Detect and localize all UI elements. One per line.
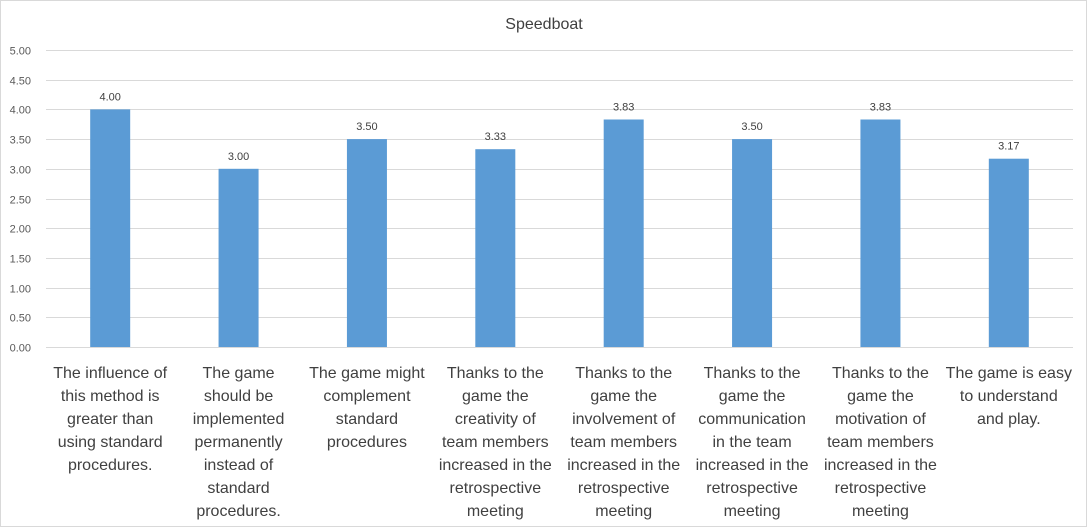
x-category-label: The game should be implemented permanently i… — [193, 365, 285, 520]
y-tick-label: 1.00 — [10, 284, 31, 296]
bar — [218, 168, 259, 347]
x-category-line: game the — [719, 388, 786, 405]
x-category-line: complement — [323, 388, 411, 405]
bar — [988, 158, 1029, 347]
x-category-line: should be — [204, 388, 273, 405]
x-category-line: and play. — [977, 411, 1041, 428]
y-tick-label: 3.00 — [10, 165, 31, 177]
y-tick-label: 1.50 — [10, 254, 31, 266]
x-category-line: Thanks to the — [575, 365, 672, 382]
data-label: 3.33 — [485, 131, 506, 143]
x-category-line: Thanks to the — [447, 365, 544, 382]
x-category-line: to understand — [960, 388, 1058, 405]
bar — [732, 139, 773, 347]
x-category-line: The game is easy — [946, 365, 1072, 382]
x-category-line: Thanks to the — [832, 365, 929, 382]
x-category-line: permanently — [195, 434, 283, 451]
x-category-line: team members — [827, 434, 934, 451]
x-category-line: The influence of — [53, 365, 167, 382]
x-category-line: increased in the — [567, 457, 680, 474]
x-category-line: standard — [207, 480, 269, 497]
y-tick-label: 0.00 — [10, 343, 31, 355]
bar — [90, 109, 131, 348]
x-category-line: The game — [203, 365, 275, 382]
x-category-line: procedures. — [196, 503, 281, 520]
x-category-line: standard — [336, 411, 398, 428]
x-axis-categories: The influence of this method is greater th… — [53, 365, 1072, 520]
y-tick-label: 4.00 — [10, 105, 31, 117]
x-category-line: game the — [462, 388, 529, 405]
data-label: 3.17 — [998, 141, 1019, 153]
bar — [860, 119, 901, 347]
x-category-line: Thanks to the — [704, 365, 801, 382]
bar — [603, 119, 644, 347]
x-category-line: procedures — [327, 434, 407, 451]
x-category-line: creativity of — [455, 411, 536, 428]
x-category-line: motivation of — [835, 411, 926, 428]
data-labels: 4.00 3.00 3.50 3.33 3.83 3.50 3.83 3.17 — [99, 91, 1019, 162]
x-category-line: retrospective — [450, 480, 542, 497]
y-tick-label: 5.00 — [10, 46, 31, 58]
x-category-line: communication — [698, 411, 806, 428]
x-category-line: increased in the — [824, 457, 937, 474]
x-category-line: meeting — [724, 503, 781, 520]
data-label: 3.83 — [613, 101, 634, 113]
x-category-line: team members — [442, 434, 549, 451]
y-axis-ticks: 0.00 0.50 1.00 1.50 2.00 2.50 3.00 3.50 4.00 4.50… — [10, 46, 31, 355]
bars — [90, 109, 1029, 348]
chart-title: Speedboat — [505, 16, 583, 33]
x-category-label: The game might complement standard procedur… — [309, 365, 425, 451]
x-category-line: meeting — [467, 503, 524, 520]
x-category-line: procedures. — [68, 457, 153, 474]
gridlines — [46, 50, 1073, 348]
x-category-line: The game might — [309, 365, 425, 382]
x-category-line: game the — [847, 388, 914, 405]
x-category-label: Thanks to the game the creativity of team m… — [439, 365, 552, 520]
y-tick-label: 4.50 — [10, 76, 31, 88]
x-category-line: implemented — [193, 411, 285, 428]
x-category-line: instead of — [204, 457, 274, 474]
bar — [475, 149, 516, 347]
x-category-line: retrospective — [578, 480, 670, 497]
x-category-line: team members — [570, 434, 677, 451]
data-label: 3.50 — [741, 121, 762, 133]
data-label: 3.00 — [228, 151, 249, 163]
y-tick-label: 2.50 — [10, 195, 31, 207]
y-tick-label: 3.50 — [10, 135, 31, 147]
x-category-line: increased in the — [439, 457, 552, 474]
x-category-label: Thanks to the game the involvement of team … — [567, 365, 680, 520]
x-category-line: game the — [590, 388, 657, 405]
y-tick-label: 0.50 — [10, 313, 31, 325]
x-category-line: in the team — [712, 434, 791, 451]
bar — [346, 139, 387, 347]
x-category-label: The game is easy to understand and play. — [946, 365, 1072, 428]
x-category-line: retrospective — [835, 480, 927, 497]
x-category-line: meeting — [852, 503, 909, 520]
y-tick-label: 2.00 — [10, 224, 31, 236]
x-category-label: The influence of this method is greater th… — [53, 365, 167, 474]
x-category-line: greater than — [67, 411, 153, 428]
x-category-line: this method is — [61, 388, 160, 405]
data-label: 3.50 — [356, 121, 377, 133]
x-category-line: using standard — [58, 434, 163, 451]
x-category-line: meeting — [595, 503, 652, 520]
x-category-line: increased in the — [696, 457, 809, 474]
data-label: 3.83 — [870, 101, 891, 113]
x-category-line: involvement of — [572, 411, 676, 428]
x-category-label: Thanks to the game the communication in the… — [696, 365, 809, 520]
x-category-line: retrospective — [706, 480, 798, 497]
data-label: 4.00 — [99, 91, 120, 103]
x-category-label: Thanks to the game the motivation of team m… — [824, 365, 937, 520]
